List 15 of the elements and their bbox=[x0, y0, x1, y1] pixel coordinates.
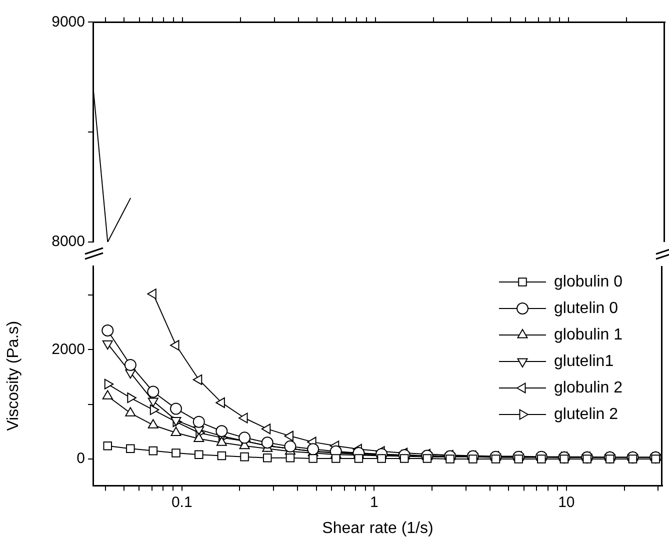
y-tick-label: 9000 bbox=[52, 13, 85, 30]
legend-label: globulin 1 bbox=[554, 326, 623, 344]
x-axis-title: Shear rate (1/s) bbox=[322, 520, 434, 537]
y-axis-title: Viscosity (Pa.s) bbox=[5, 320, 22, 431]
x-tick-label: 1 bbox=[370, 494, 378, 511]
legend-label: globulin 0 bbox=[554, 273, 623, 290]
x-tick-label: 0.1 bbox=[171, 494, 192, 511]
legend-label: glutelin 2 bbox=[554, 406, 618, 423]
y-tick-label: 8000 bbox=[52, 233, 85, 250]
legend-label: globulin 2 bbox=[554, 379, 623, 396]
legend-label: glutelin 0 bbox=[554, 300, 618, 317]
y-tick-label: 2000 bbox=[52, 340, 85, 358]
y-tick-label: 0 bbox=[76, 450, 85, 468]
legend-label: glutelin1 bbox=[554, 352, 614, 370]
x-tick-label: 10 bbox=[558, 494, 575, 511]
